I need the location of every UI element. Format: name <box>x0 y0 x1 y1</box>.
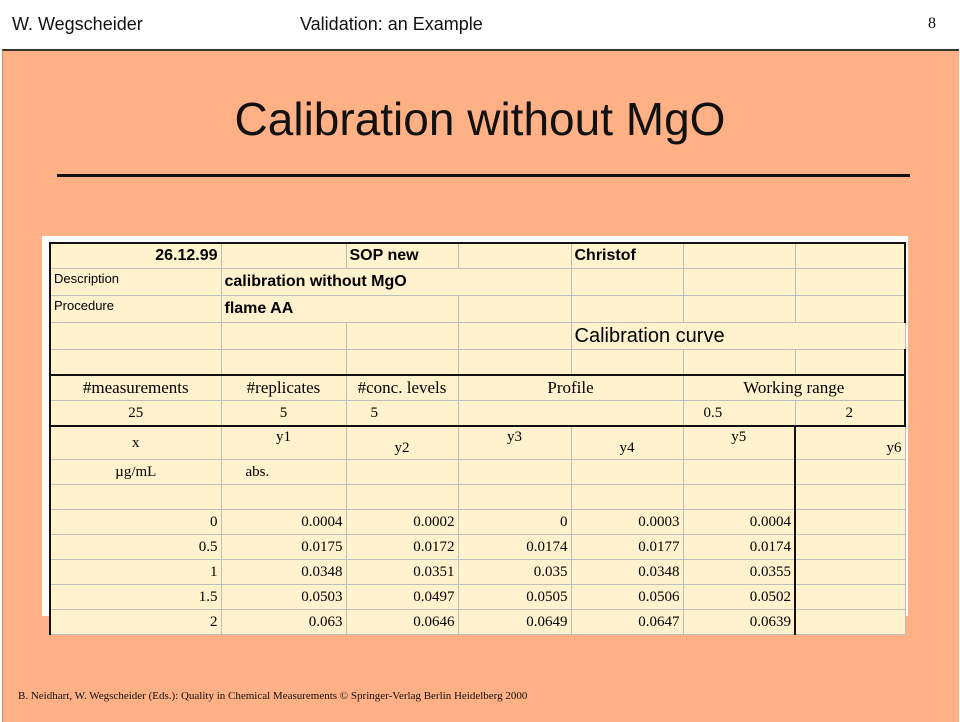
cell-y4: 0.0506 <box>570 584 684 610</box>
slide-title: Calibration without MgO <box>234 93 726 145</box>
cell-y1: 0.063 <box>220 609 347 635</box>
cell-x: 1.5 <box>49 584 222 610</box>
replicates-value: 5 <box>220 400 347 427</box>
procedure-label: Procedure <box>49 295 222 323</box>
cell-y3: 0.035 <box>457 559 572 585</box>
column-header-y3: y3 <box>457 425 572 460</box>
cell-y5: 0.0174 <box>682 534 796 560</box>
column-header-y5: y5 <box>682 425 796 460</box>
cell-y2: 0.0002 <box>345 509 459 535</box>
cell-y5: 0.0639 <box>682 609 796 635</box>
person-cell: Christof <box>570 242 684 269</box>
working-range-header: Working range <box>682 374 906 401</box>
table-row: 0 0.0004 0.0002 0 0.0003 0.0004 <box>49 509 906 535</box>
title-underline <box>57 174 910 177</box>
table-row: 1.5 0.0503 0.0497 0.0505 0.0506 0.0502 <box>49 584 906 610</box>
cell-y5: 0.0355 <box>682 559 796 585</box>
cell-empty <box>794 534 906 560</box>
cell-x: 1 <box>49 559 222 585</box>
conc-levels-value: 5 <box>345 400 459 427</box>
slide-header: W. Wegscheider Validation: an Example 8 <box>0 0 960 48</box>
conc-levels-header: #conc. levels <box>345 374 459 401</box>
cell-x: 0.5 <box>49 534 222 560</box>
cell-y5: 0.0004 <box>682 509 796 535</box>
cell-y1: 0.0004 <box>220 509 347 535</box>
cell-empty <box>794 609 906 635</box>
cell-y3: 0.0505 <box>457 584 572 610</box>
column-header-y1: y1 <box>220 425 347 460</box>
spreadsheet: 26.12.99 SOP new Christof Description ca… <box>42 236 908 635</box>
measurements-header: #measurements <box>49 374 222 401</box>
range-high-value: 2 <box>794 400 906 427</box>
cell-y3: 0.0649 <box>457 609 572 635</box>
column-header-y6: y6 <box>794 425 906 460</box>
cell-y4: 0.0177 <box>570 534 684 560</box>
description-label: Description <box>49 268 222 296</box>
description-value: calibration without MgO <box>220 268 572 296</box>
cell-y2: 0.0172 <box>345 534 459 560</box>
cell-y2: 0.0646 <box>345 609 459 635</box>
measurements-value: 25 <box>49 400 222 427</box>
cell-y2: 0.0497 <box>345 584 459 610</box>
cell-empty <box>794 509 906 535</box>
table-row: 2 0.063 0.0646 0.0649 0.0647 0.0639 <box>49 609 906 635</box>
data-rows: 0 0.0004 0.0002 0 0.0003 0.0004 0.5 0.0175 0.017… <box>49 509 906 635</box>
cell-y4: 0.0003 <box>570 509 684 535</box>
cell-y1: 0.0503 <box>220 584 347 610</box>
procedure-value: flame AA <box>220 295 459 323</box>
footer-citation: B. Neidhart, W. Wegscheider (Eds.): Qual… <box>18 690 528 702</box>
profile-header: Profile <box>457 374 684 401</box>
cell-y3: 0 <box>457 509 572 535</box>
cell-y3: 0.0174 <box>457 534 572 560</box>
range-low-value: 0.5 <box>682 400 796 427</box>
unit-x: µg/mL <box>49 459 222 485</box>
column-header-y4: y4 <box>570 425 684 460</box>
calibration-curve-title: Calibration curve <box>570 322 906 350</box>
header-author: W. Wegscheider <box>12 14 143 34</box>
calibration-table: 26.12.99 SOP new Christof Description ca… <box>49 242 906 635</box>
column-header-y2: y2 <box>345 425 459 460</box>
cell-empty <box>794 559 906 585</box>
date-cell: 26.12.99 <box>49 242 222 269</box>
table-row: 0.5 0.0175 0.0172 0.0174 0.0177 0.0174 <box>49 534 906 560</box>
cell-y1: 0.0348 <box>220 559 347 585</box>
header-section-title: Validation: an Example <box>300 14 483 34</box>
column-header-x: x <box>49 425 222 460</box>
cell-y4: 0.0647 <box>570 609 684 635</box>
cell-y2: 0.0351 <box>345 559 459 585</box>
replicates-header: #replicates <box>220 374 347 401</box>
cell-empty <box>794 584 906 610</box>
slide-number: 8 <box>928 15 936 32</box>
cell-y4: 0.0348 <box>570 559 684 585</box>
unit-y: abs. <box>220 459 347 485</box>
cell-y1: 0.0175 <box>220 534 347 560</box>
cell-x: 2 <box>49 609 222 635</box>
table-row: 1 0.0348 0.0351 0.035 0.0348 0.0355 <box>49 559 906 585</box>
sop-cell: SOP new <box>345 242 459 269</box>
cell-x: 0 <box>49 509 222 535</box>
cell-y5: 0.0502 <box>682 584 796 610</box>
